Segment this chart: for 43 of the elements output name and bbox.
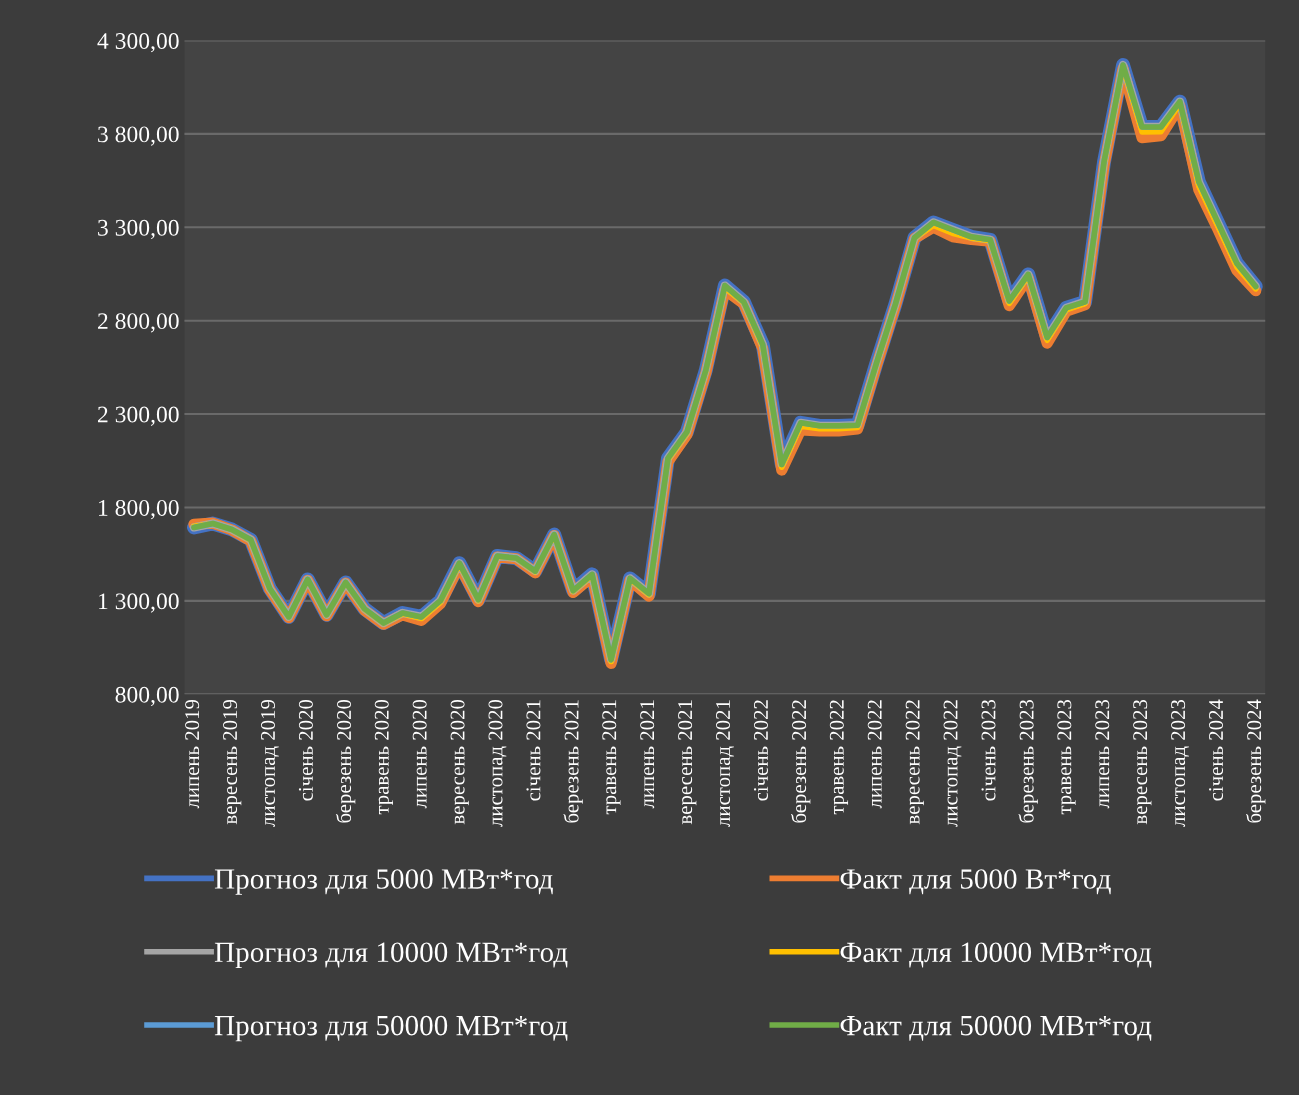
x-tick-label: травень 2022 (829, 700, 849, 815)
x-tick-label: липень 2020 (412, 699, 427, 809)
y-tick-label: 3 300,00 (98, 219, 179, 240)
x-tick-label: травень 2020 (374, 699, 393, 815)
x-tick-label: вересень 2019 (223, 699, 242, 825)
x-tick-label: січень 2023 (981, 699, 996, 801)
legend-label: Прогноз для 5000 МВт*год (214, 869, 553, 895)
x-tick-label: березень 2021 (563, 700, 583, 823)
x-tick-label: травень 2023 (1057, 699, 1076, 815)
y-tick-label: 1 800,00 (99, 499, 179, 520)
x-tick-label: березень 2022 (791, 700, 811, 823)
x-tick-label: липень 2019 (185, 699, 200, 809)
y-tick-label: 2 800,00 (97, 313, 179, 333)
legend-label: Факт для 5000 Вт*год (840, 869, 1111, 895)
x-tick-label: січень 2021 (526, 700, 541, 801)
x-tick-label: вересень 2022 (905, 700, 924, 825)
x-tick-label: вересень 2023 (1133, 699, 1152, 825)
x-tick-label: березень 2023 (1018, 699, 1038, 823)
y-tick-label: 1 300,00 (99, 593, 179, 613)
legend-label: Факт для 10000 МВт*год (840, 942, 1152, 968)
x-tick-label: листопад 2023 (1171, 699, 1189, 827)
x-tick-label: листопад 2020 (488, 699, 507, 827)
y-tick-label: 4 300,00 (97, 33, 179, 53)
legend-label: Прогноз для 10000 МВт*год (214, 942, 568, 969)
x-tick-label: травень 2021 (602, 700, 621, 815)
y-tick-label: 2 300,00 (97, 406, 179, 426)
x-tick-label: липень 2022 (867, 700, 882, 809)
x-tick-label: вересень 2021 (678, 700, 697, 825)
y-tick-label: 800,00 (115, 686, 179, 707)
x-tick-label: січень 2020 (298, 699, 313, 801)
x-tick-label: вересень 2020 (450, 699, 469, 825)
y-tick-label: 3 800,00 (98, 126, 179, 146)
x-tick-label: січень 2022 (753, 700, 768, 801)
legend-label: Прогноз для 50000 МВт*год (214, 1015, 568, 1042)
x-tick-label: березень 2020 (335, 699, 356, 823)
x-tick-label: липень 2023 (1095, 699, 1110, 809)
legend-label: Факт для 50000 МВт*год (840, 1015, 1152, 1041)
x-tick-label: липень 2021 (640, 700, 655, 809)
x-tick-label: листопад 2022 (943, 700, 962, 827)
x-tick-label: листопад 2019 (260, 699, 279, 827)
x-tick-label: січень 2024 (1208, 699, 1224, 801)
x-tick-label: березень 2024 (1246, 699, 1266, 823)
x-tick-label: листопад 2021 (716, 700, 734, 827)
